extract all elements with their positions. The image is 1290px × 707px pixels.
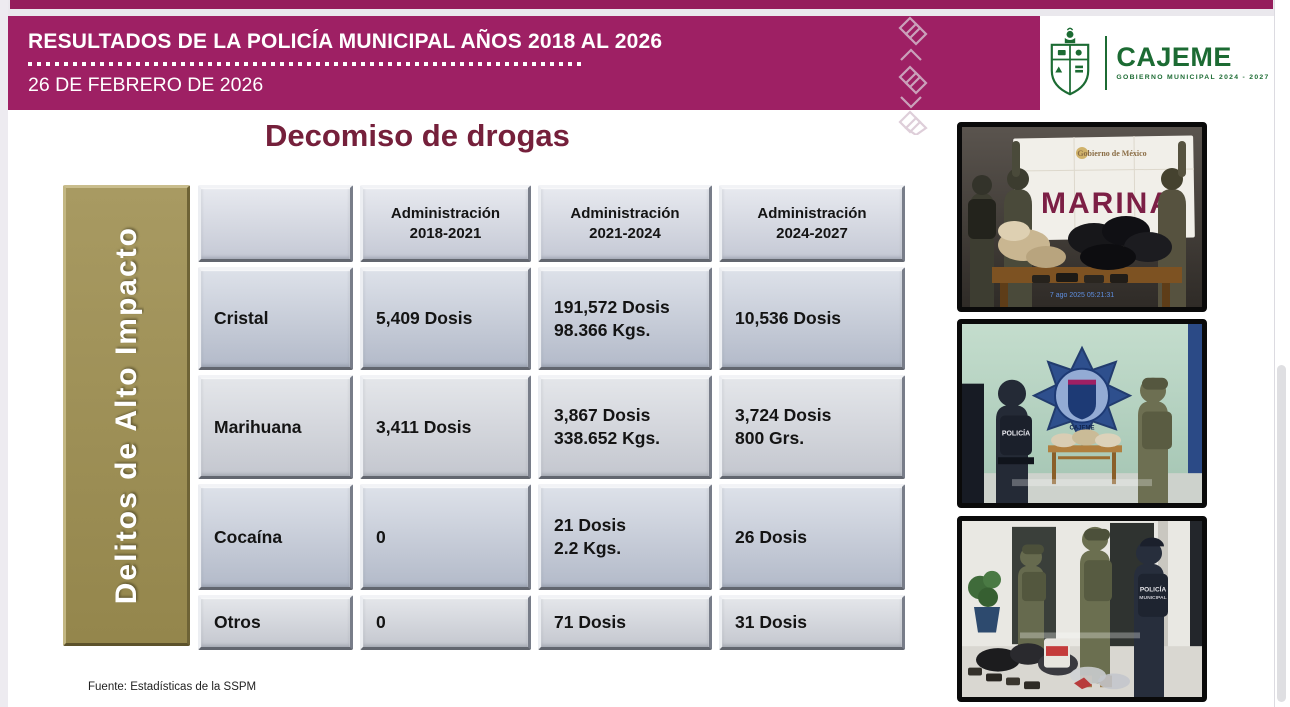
svg-text:MARINA: MARINA	[1041, 187, 1173, 220]
diamond-chevron-decoration-icon	[898, 16, 928, 135]
svg-text:POLICÍA: POLICÍA	[1140, 584, 1167, 593]
column-header-2018-2021: Administración 2018-2021	[360, 185, 531, 262]
source-note: Fuente: Estadísticas de la SSPM	[88, 681, 257, 693]
scrollbar-thumb[interactable]	[1277, 365, 1286, 702]
photo-marina-seizure: Gobierno de México MARINA	[957, 122, 1207, 312]
plant	[968, 570, 1001, 633]
row-label-cristal: Cristal	[198, 267, 353, 370]
cajeme-crest-icon	[1051, 27, 1090, 96]
photo-timestamp-blur	[1012, 479, 1152, 487]
table-cell: 3,411 Dosis	[360, 375, 531, 479]
photo-indoor-seizure: POLICÍA MUNICIPAL	[957, 516, 1207, 702]
soldier-figure	[1138, 377, 1172, 503]
header-band: RESULTADOS DE LA POLICÍA MUNICIPAL AÑOS …	[8, 16, 1040, 110]
table-cell: 0	[360, 484, 531, 590]
top-accent-bar	[10, 0, 1273, 9]
scrollbar-track[interactable]	[1274, 0, 1275, 707]
cajeme-logo: CAJEME GOBIERNO MUNICIPAL 2024 - 2027	[1040, 16, 1274, 110]
logo-divider	[1105, 36, 1108, 90]
svg-text:CAJEME: CAJEME	[1070, 425, 1095, 431]
seized-items-floor	[968, 638, 1130, 690]
police-star-badge: CAJEME	[1031, 345, 1133, 446]
table-cell: 3,724 Dosis 800 Grs.	[719, 375, 905, 479]
evidence-table	[1048, 429, 1122, 485]
column-header-2021-2024: Administración 2021-2024	[538, 185, 712, 262]
window-left-margin	[0, 0, 8, 707]
impact-table: Administración 2018-2021 Administración …	[198, 185, 905, 650]
table-cell: 21 Dosis 2.2 Kgs.	[538, 484, 712, 590]
table-cell: 0	[360, 595, 531, 650]
table-side-bar: Delitos de Alto Impacto	[63, 185, 190, 646]
table-cell: 10,536 Dosis	[719, 267, 905, 370]
slide-title: Decomiso de drogas	[265, 118, 570, 153]
row-label-otros: Otros	[198, 595, 353, 650]
table-cell: 5,409 Dosis	[360, 267, 531, 370]
table-cell: 71 Dosis	[538, 595, 712, 650]
row-label-cocaina: Cocaína	[198, 484, 353, 590]
table-cell: 26 Dosis	[719, 484, 905, 590]
photo-timestamp: 7 ago 2025 05:21:31	[1050, 292, 1114, 299]
svg-text:POLICÍA: POLICÍA	[1002, 428, 1030, 437]
table-cell: 3,867 Dosis 338.652 Kgs.	[538, 375, 712, 479]
soldier-figure-center	[1080, 526, 1112, 688]
column-header-2024-2027: Administración 2024-2027	[719, 185, 905, 262]
svg-text:MUNICIPAL: MUNICIPAL	[1139, 595, 1166, 601]
header-date: 26 DE FEBRERO DE 2026	[28, 74, 264, 96]
photo-police-badge-wall: CAJEME POLICÍA	[957, 319, 1207, 508]
table-corner-cell	[198, 185, 353, 262]
police-officer-figure: POLICÍA	[962, 379, 1034, 503]
logo-city-name: CAJEME	[1116, 42, 1232, 73]
header-title: RESULTADOS DE LA POLICÍA MUNICIPAL AÑOS …	[28, 30, 663, 53]
table-cell: 191,572 Dosis 98.366 Kgs.	[538, 267, 712, 370]
police-officer-figure: POLICÍA MUNICIPAL	[1134, 537, 1168, 697]
photo-timestamp-blur	[1020, 632, 1140, 639]
seized-packages	[992, 216, 1182, 307]
svg-text:Gobierno de México: Gobierno de México	[1077, 149, 1146, 158]
table-cell: 31 Dosis	[719, 595, 905, 650]
logo-subtitle: GOBIERNO MUNICIPAL 2024 - 2027	[1116, 74, 1270, 82]
dotted-separator	[28, 62, 585, 66]
table-side-label: Delitos de Alto Impacto	[109, 226, 143, 605]
row-label-marihuana: Marihuana	[198, 375, 353, 479]
